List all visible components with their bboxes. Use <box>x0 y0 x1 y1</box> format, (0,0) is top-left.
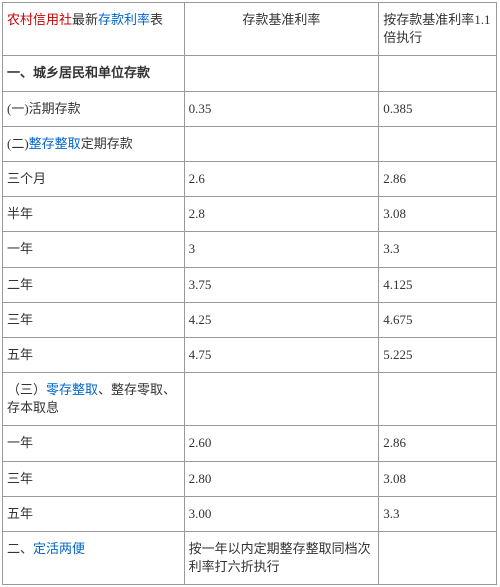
demand-rate: 0.35 <box>184 91 379 126</box>
table-row: 三年 2.80 3.08 <box>3 461 497 496</box>
rate-cell: 2.60 <box>184 426 379 461</box>
partial-link[interactable]: 零存整取 <box>46 382 98 397</box>
rate-cell: 3.00 <box>184 496 379 531</box>
term-cell: 三年 <box>3 302 185 337</box>
lump-link[interactable]: 整存整取 <box>29 136 81 151</box>
section1-title: 一、城乡居民和单位存款 <box>3 56 185 91</box>
partial-label-cell: （三）零存整取、整存零取、存本取息 <box>3 373 185 426</box>
empty-cell <box>379 126 497 161</box>
title-org: 农村信用社 <box>7 12 72 27</box>
rate-cell: 3 <box>184 232 379 267</box>
demand-rate11: 0.385 <box>379 91 497 126</box>
rate-cell: 3.75 <box>184 267 379 302</box>
table-row: 三个月 2.6 2.86 <box>3 161 497 196</box>
flex-note: 按一年以内定期整存整取同档次利率打六折执行 <box>184 532 379 585</box>
term-cell: 三年 <box>3 461 185 496</box>
flex-label-cell: 二、定活两便 <box>3 532 185 585</box>
table-row: 五年 3.00 3.3 <box>3 496 497 531</box>
partial-header-row: （三）零存整取、整存零取、存本取息 <box>3 373 497 426</box>
rate-cell: 4.25 <box>184 302 379 337</box>
title-suffix: 表 <box>150 12 163 27</box>
demand-label: (一)活期存款 <box>3 91 185 126</box>
rate11-cell: 3.3 <box>379 496 497 531</box>
table-row: 五年 4.75 5.225 <box>3 337 497 372</box>
header-row: 农村信用社最新存款利率表 存款基准利率 按存款基准利率1.1倍执行 <box>3 3 497 56</box>
header-col3: 按存款基准利率1.1倍执行 <box>379 3 497 56</box>
empty-cell <box>184 373 379 426</box>
rate-cell: 4.75 <box>184 337 379 372</box>
section1-row: 一、城乡居民和单位存款 <box>3 56 497 91</box>
rate-cell: 2.80 <box>184 461 379 496</box>
title-keyword: 存款利率 <box>98 12 150 27</box>
rate11-cell: 5.225 <box>379 337 497 372</box>
term-cell: 五年 <box>3 337 185 372</box>
rate11-cell: 4.125 <box>379 267 497 302</box>
deposit-rate-table: 农村信用社最新存款利率表 存款基准利率 按存款基准利率1.1倍执行 一、城乡居民… <box>2 2 497 585</box>
lump-prefix: (二) <box>7 136 29 151</box>
flex-prefix: 二、 <box>7 541 33 556</box>
header-col2: 存款基准利率 <box>184 3 379 56</box>
table-row: 二年 3.75 4.125 <box>3 267 497 302</box>
rate11-cell: 3.08 <box>379 197 497 232</box>
empty-cell <box>379 532 497 585</box>
partial-prefix: （三） <box>7 382 46 397</box>
lump-header-row: (二)整存整取定期存款 <box>3 126 497 161</box>
rate11-cell: 3.08 <box>379 461 497 496</box>
table-row: 三年 4.25 4.675 <box>3 302 497 337</box>
flex-link[interactable]: 定活两便 <box>33 541 85 556</box>
demand-deposit-row: (一)活期存款 0.35 0.385 <box>3 91 497 126</box>
rate11-cell: 3.3 <box>379 232 497 267</box>
empty-cell <box>379 56 497 91</box>
term-cell: 三个月 <box>3 161 185 196</box>
term-cell: 五年 <box>3 496 185 531</box>
rate-cell: 2.6 <box>184 161 379 196</box>
flex-row: 二、定活两便 按一年以内定期整存整取同档次利率打六折执行 <box>3 532 497 585</box>
lump-label-cell: (二)整存整取定期存款 <box>3 126 185 161</box>
lump-suffix: 定期存款 <box>81 136 133 151</box>
table-row: 一年 2.60 2.86 <box>3 426 497 461</box>
table-row: 一年 3 3.3 <box>3 232 497 267</box>
title-mid: 最新 <box>72 12 98 27</box>
empty-cell <box>379 373 497 426</box>
term-cell: 一年 <box>3 426 185 461</box>
empty-cell <box>184 56 379 91</box>
term-cell: 二年 <box>3 267 185 302</box>
empty-cell <box>184 126 379 161</box>
term-cell: 一年 <box>3 232 185 267</box>
table-title-cell: 农村信用社最新存款利率表 <box>3 3 185 56</box>
rate11-cell: 2.86 <box>379 161 497 196</box>
rate11-cell: 2.86 <box>379 426 497 461</box>
rate-cell: 2.8 <box>184 197 379 232</box>
term-cell: 半年 <box>3 197 185 232</box>
rate11-cell: 4.675 <box>379 302 497 337</box>
table-row: 半年 2.8 3.08 <box>3 197 497 232</box>
